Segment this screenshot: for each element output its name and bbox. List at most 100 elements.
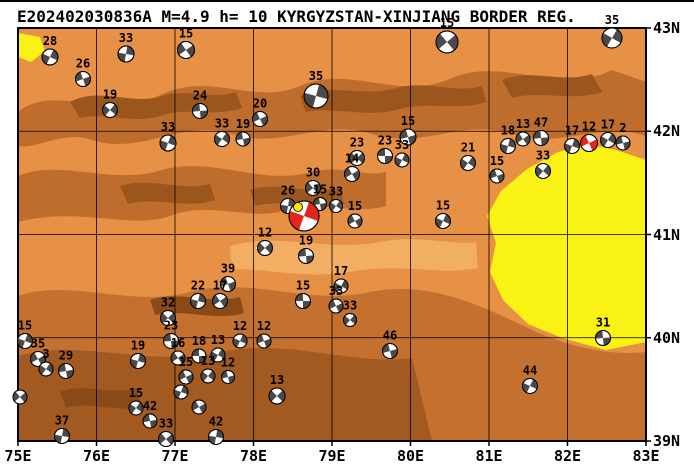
lon-label-82E: 82E <box>553 447 582 465</box>
nodal-quadrants <box>377 148 393 164</box>
event-label: 35 <box>309 69 323 83</box>
focal-mechanism: 15 <box>178 355 194 385</box>
focal-mechanism: 29 <box>58 349 74 379</box>
lat-label-40N: 40N <box>653 328 681 347</box>
event-label: 15 <box>18 319 32 333</box>
nodal-quadrants <box>329 200 343 212</box>
focal-mechanism: 18 <box>500 124 516 154</box>
terrain-shape <box>18 348 432 441</box>
nodal-quadrants <box>58 363 74 379</box>
nodal-quadrants <box>221 370 235 384</box>
event-label: 33 <box>329 284 343 298</box>
nodal-quadrants <box>129 402 143 414</box>
nodal-quadrants <box>30 352 46 366</box>
nodal-quadrants <box>289 201 319 231</box>
lon-label-79E: 79E <box>318 447 346 465</box>
event-label: 12 <box>221 356 235 370</box>
event-label: 33 <box>159 417 173 431</box>
focal-mechanism: 12 <box>257 226 273 256</box>
nodal-quadrants <box>208 429 224 445</box>
nodal-quadrants <box>177 43 195 57</box>
nodal-quadrants <box>192 103 208 119</box>
nodal-quadrants <box>522 379 538 393</box>
nodal-quadrants <box>174 385 188 399</box>
focal-mechanism: 19 <box>298 234 314 264</box>
event-label: 28 <box>43 34 57 48</box>
focal-mechanism: 17 <box>600 118 616 148</box>
focal-mechanism: 32 <box>160 296 176 326</box>
focal-mechanism: 19 <box>235 117 251 147</box>
event-label: 33 <box>161 120 175 134</box>
event-label: 17 <box>601 118 615 132</box>
focal-mechanism: 3 <box>38 347 54 377</box>
event-label: 17 <box>334 264 348 278</box>
nodal-quadrants <box>349 152 365 164</box>
nodal-quadrants <box>192 349 206 363</box>
focal-mechanism: 35 <box>30 337 46 367</box>
nodal-quadrants <box>600 133 616 147</box>
lat-label-42N: 42N <box>653 122 681 141</box>
nodal-quadrants <box>269 390 285 402</box>
nodal-quadrants <box>280 198 296 214</box>
event-label: 19 <box>103 88 117 102</box>
focal-mechanism: 19 <box>130 339 146 369</box>
event-label: 13 <box>270 373 284 387</box>
event-label: 21 <box>461 141 475 155</box>
nodal-quadrants <box>304 84 328 108</box>
event-label: 15 <box>490 154 504 168</box>
focal-mechanism: 35 <box>303 69 329 109</box>
focal-mechanism: 42 <box>208 415 224 445</box>
focal-mechanism: 24 <box>192 89 208 119</box>
nodal-quadrants <box>334 279 348 293</box>
focal-mechanism: 47 <box>533 116 549 146</box>
nodal-quadrants <box>595 330 611 346</box>
focal-mechanism: 16 <box>170 336 186 366</box>
event-label: 23 <box>378 134 392 148</box>
nodal-quadrants <box>54 428 70 444</box>
focal-mechanism: 15 <box>295 279 311 309</box>
event-label: 15 <box>296 279 310 293</box>
event-label: 15 <box>129 386 143 400</box>
event-label: 37 <box>55 414 69 428</box>
focal-mechanism: 37 <box>54 414 70 444</box>
lon-label-80E: 80E <box>396 447 425 465</box>
focal-mechanism: 13 <box>268 373 286 405</box>
event-label: 13 <box>211 333 225 347</box>
event-label: 33 <box>119 31 133 45</box>
nodal-quadrants <box>348 214 362 228</box>
event-label: 15 <box>348 199 362 213</box>
nodal-quadrants <box>257 334 271 348</box>
lat-label-41N: 41N <box>653 225 681 244</box>
focal-mechanism: 23 <box>377 134 393 164</box>
event-label: 26 <box>76 57 90 71</box>
event-label: 19 <box>299 234 313 248</box>
lon-label-75E: 75E <box>4 447 32 465</box>
nodal-quadrants <box>130 353 146 369</box>
nodal-quadrants <box>160 312 176 324</box>
event-label: 42 <box>143 399 157 413</box>
event-label: 15 <box>436 199 450 213</box>
nodal-quadrants <box>190 293 206 309</box>
focal-mechanism: 2 <box>615 121 631 151</box>
terrain-shape <box>120 182 215 204</box>
event-label: 2 <box>619 121 626 135</box>
nodal-quadrants <box>211 348 225 362</box>
nodal-quadrants <box>171 352 185 364</box>
focal-mechanism <box>12 389 28 405</box>
event-label: 14 <box>345 152 359 166</box>
event-label: 13 <box>201 354 215 368</box>
nodal-quadrants <box>75 71 91 87</box>
focal-mechanism: 15 <box>489 154 505 184</box>
nodal-quadrants <box>313 197 327 211</box>
event-label: 35 <box>605 13 619 27</box>
event-label: 17 <box>213 279 227 293</box>
focal-mechanism: 33 <box>158 417 174 447</box>
nodal-quadrants <box>160 135 176 151</box>
event-label: 12 <box>233 319 247 333</box>
event-label: 29 <box>59 349 73 363</box>
focal-mechanism: 21 <box>460 141 476 171</box>
focal-mechanism: 33 <box>343 299 357 327</box>
event-label: 32 <box>161 296 175 310</box>
focal-mechanism: 33 <box>329 185 343 213</box>
